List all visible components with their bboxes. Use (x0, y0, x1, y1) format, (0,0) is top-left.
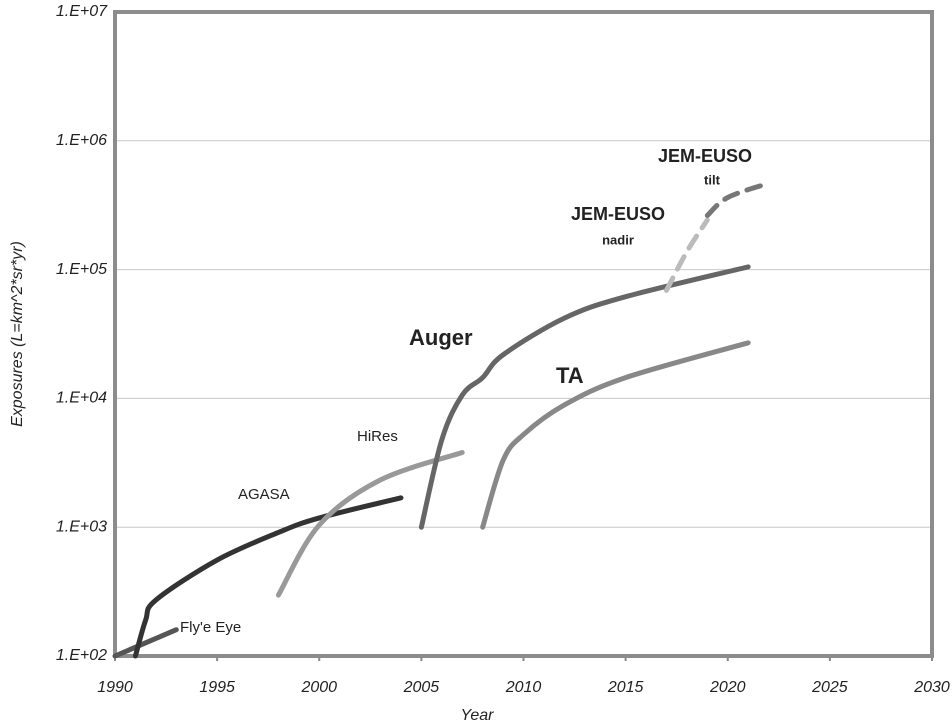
y-tick-label: 1.E+05 (56, 261, 107, 278)
x-tick-label: 2030 (913, 679, 950, 696)
series-label: tilt (704, 172, 721, 187)
plot-frame (113, 10, 934, 658)
series-line (275, 450, 465, 598)
x-tick-label: 2020 (709, 679, 746, 696)
x-tick-label: 2015 (607, 679, 644, 696)
x-tick-label: 2010 (505, 679, 542, 696)
x-tick-label: 2000 (300, 679, 337, 696)
x-tick-label: 2005 (403, 679, 440, 696)
y-tick-label: 1.E+04 (56, 390, 107, 407)
series-label: AGASA (238, 486, 290, 503)
y-tick-label: 1.E+02 (56, 647, 107, 664)
series-label: JEM-EUSO (571, 204, 665, 224)
x-tick-label: 2025 (811, 679, 848, 696)
series-line (418, 264, 751, 530)
x-tick-label: 1995 (199, 679, 235, 696)
x-axis-label: Year (461, 707, 495, 724)
series-label: HiRes (357, 428, 398, 445)
series-line (112, 627, 179, 659)
series-line (663, 217, 710, 293)
series-line (480, 340, 751, 530)
y-tick-label: 1.E+06 (56, 132, 107, 149)
series-line (704, 180, 772, 219)
y-axis-label: Exposures (L=km^2*sr*yr) (9, 241, 26, 427)
series-label: nadir (602, 232, 634, 247)
series-label: Fly'e Eye (180, 619, 241, 636)
series-line (132, 495, 404, 659)
y-tick-label: 1.E+07 (56, 3, 108, 20)
series-label: TA (556, 363, 584, 388)
y-tick-label: 1.E+03 (56, 518, 107, 535)
series-label: JEM-EUSO (658, 146, 752, 166)
series-label: Auger (409, 325, 473, 350)
x-tick-label: 1990 (97, 679, 133, 696)
